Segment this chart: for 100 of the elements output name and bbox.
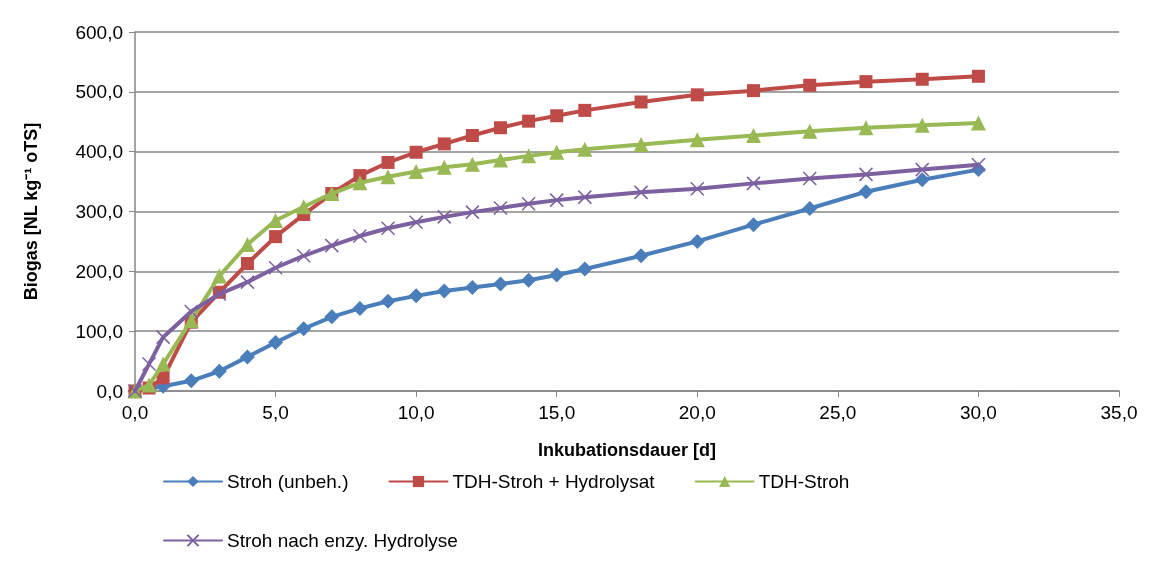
point [802, 171, 817, 186]
point [549, 144, 565, 160]
point [408, 163, 424, 179]
point [633, 248, 649, 264]
point [296, 199, 312, 215]
point [324, 309, 340, 325]
point [549, 267, 565, 283]
point [239, 236, 255, 252]
point [436, 283, 452, 299]
point [183, 304, 199, 319]
point [803, 78, 817, 92]
point [914, 117, 930, 133]
point [521, 148, 537, 164]
point [493, 121, 507, 135]
point [437, 209, 452, 225]
point [268, 335, 284, 351]
point [577, 141, 593, 157]
point [408, 215, 424, 230]
point [352, 300, 368, 316]
point [634, 95, 648, 109]
legend-label: TDH-Stroh [758, 471, 850, 492]
point [550, 109, 564, 123]
y-tick-label: 500,0 [75, 81, 123, 103]
point [239, 349, 255, 365]
point [492, 276, 508, 292]
point [747, 84, 761, 98]
point [352, 228, 368, 244]
point [141, 377, 157, 393]
point [380, 169, 396, 185]
point [577, 189, 593, 205]
point [464, 156, 480, 172]
y-tick-label: 100,0 [75, 320, 123, 342]
point [211, 363, 227, 379]
point [859, 75, 873, 89]
point [971, 157, 986, 173]
point [240, 257, 254, 271]
point [858, 184, 874, 200]
point [437, 137, 451, 151]
point [633, 136, 649, 152]
x-tick-label: 10,0 [397, 402, 435, 423]
y-tick-label: 600,0 [75, 21, 123, 43]
point [352, 175, 368, 191]
x-axis-title: Inkubationsdauer [d] [537, 440, 717, 460]
point [183, 373, 199, 389]
point [633, 185, 649, 200]
point [522, 114, 536, 128]
point [549, 192, 564, 208]
point [802, 201, 818, 217]
point [296, 248, 311, 264]
x-tick-label: 5,0 [262, 402, 289, 423]
point [858, 167, 874, 182]
x-tick-label: 15,0 [538, 402, 576, 423]
point [521, 196, 536, 211]
point [409, 145, 423, 159]
point [492, 152, 508, 168]
point [408, 288, 424, 304]
point [746, 176, 761, 191]
point [269, 230, 283, 244]
point [211, 268, 227, 284]
point [802, 123, 818, 139]
point [915, 72, 929, 86]
legend-label: Stroh (unbeh.) [227, 471, 349, 492]
legend-label: Stroh nach enzy. Hydrolyse [227, 530, 458, 551]
point [268, 260, 283, 275]
point [746, 128, 762, 144]
point [578, 103, 592, 117]
y-tick-label: 300,0 [75, 201, 123, 222]
point [690, 181, 705, 197]
point [689, 233, 705, 249]
y-axis-title: Biogas [NL kg⁻¹ oTS] [21, 122, 41, 301]
x-tick-label: 25,0 [819, 402, 857, 423]
y-tick-label: 0,0 [96, 380, 123, 402]
x-tick-label: 20,0 [678, 402, 716, 423]
point [914, 162, 930, 177]
point [324, 238, 340, 253]
point [436, 159, 452, 175]
y-tick-label: 200,0 [75, 260, 123, 282]
point [268, 212, 284, 228]
legend-label: TDH-Stroh + Hydrolysat [452, 471, 656, 492]
x-tick-label: 30,0 [959, 402, 997, 423]
point [689, 132, 705, 148]
point [380, 221, 396, 236]
point [970, 115, 986, 131]
point [465, 129, 479, 143]
point [155, 356, 171, 372]
point [464, 279, 480, 295]
point [465, 204, 480, 220]
point [240, 274, 255, 290]
point [380, 293, 396, 309]
point [296, 321, 312, 337]
point [521, 272, 537, 288]
point [141, 356, 157, 372]
point [971, 69, 985, 83]
point [577, 261, 593, 277]
point [914, 172, 930, 188]
y-tick-label: 400,0 [75, 141, 123, 163]
point [858, 120, 874, 136]
point [381, 155, 395, 169]
point [690, 88, 704, 102]
point [746, 217, 762, 233]
